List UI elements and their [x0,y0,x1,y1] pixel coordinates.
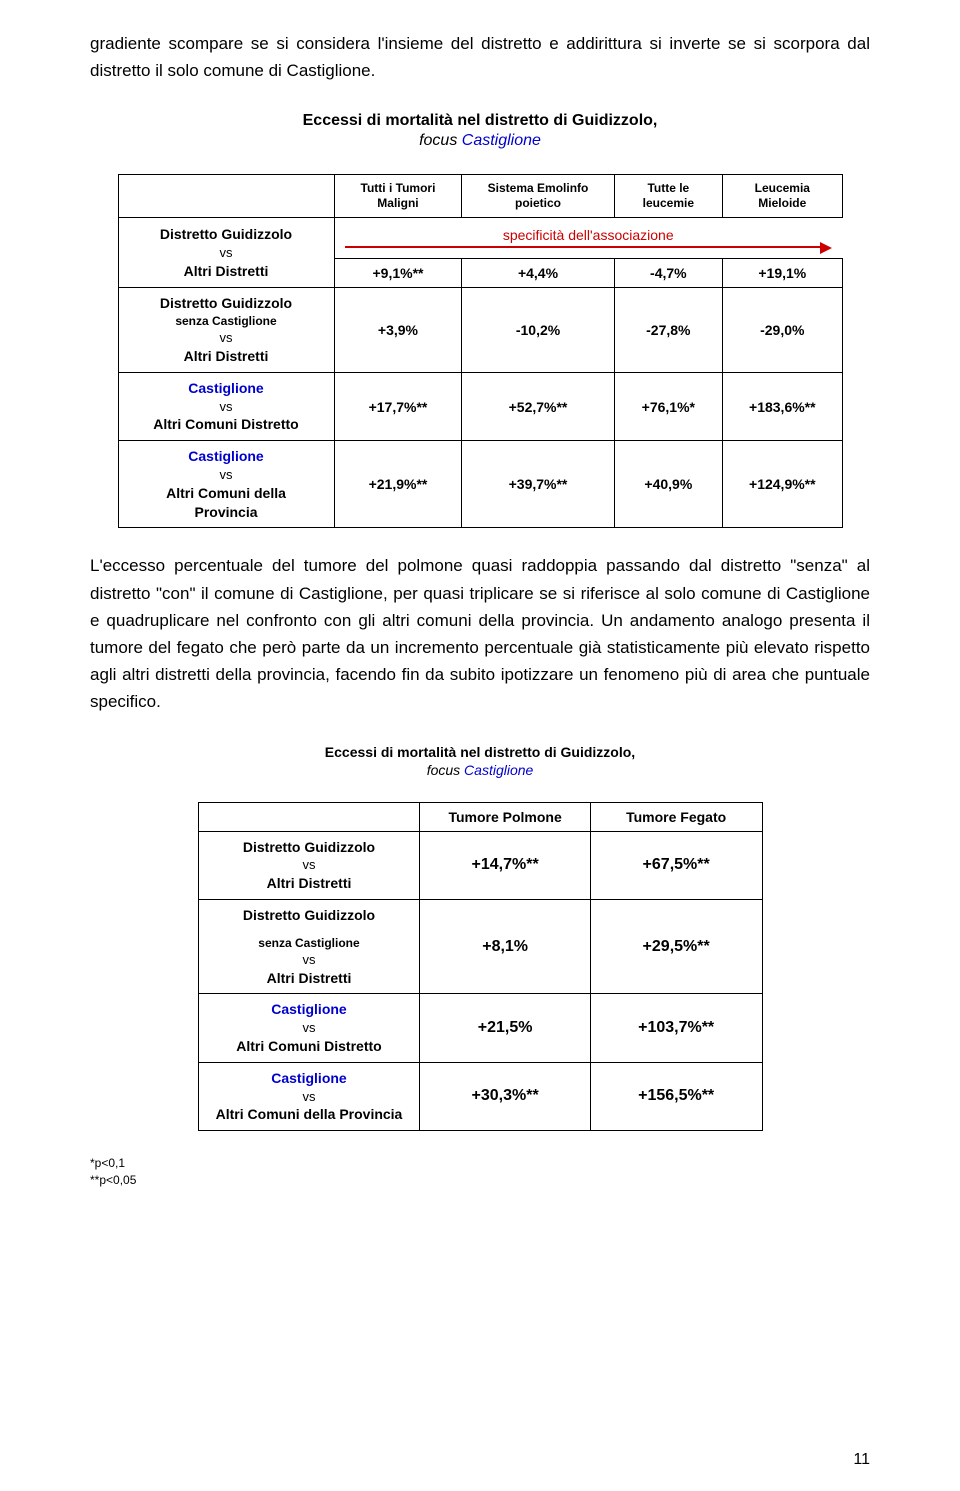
table-cell: +52,7%** [462,372,614,440]
footnote-2: **p<0,05 [90,1172,870,1189]
table2-col-header: Tumore Fegato [590,802,762,831]
row-label-line: Altri Comuni Distretto [129,415,324,434]
table1-body: Distretto GuidizzolovsAltri Distrettispe… [118,218,842,528]
table-cell: +40,9% [614,441,723,528]
row-label-line: vs [209,951,410,969]
table-cell: +103,7%** [590,994,762,1062]
table-cell: +76,1%* [614,372,723,440]
table-row-label: CastiglionevsAltri Comuni Distretto [198,994,420,1062]
mortality-table-2: Tumore Polmone Tumore Fegato Distretto G… [198,802,763,1132]
table-cell: -4,7% [614,259,723,288]
row-label-line: senza Castiglione [129,313,324,329]
row-label-line: Altri Comuni Distretto [209,1037,410,1056]
row-label-line: vs [209,1088,410,1106]
table1-subtitle-blue: Castiglione [462,132,541,149]
row-label-line: vs [129,466,324,484]
table-cell: +39,7%** [462,441,614,528]
table-cell: +29,5%** [590,899,762,994]
row-label-line: Altri Comuni della [129,484,324,503]
table1-head: Tutti i Tumori Maligni Sistema Emolinfo … [118,175,842,218]
table1-col-header: Sistema Emolinfo poietico [462,175,614,218]
table-row-label: Distretto GuidizzolovsAltri Distretti [198,831,420,899]
table1-col-header: Tutte le leucemie [614,175,723,218]
table1-subtitle: focus Castiglione [90,132,870,150]
table-cell: +30,3%** [420,1062,590,1130]
table1-title: Eccessi di mortalità nel distretto di Gu… [90,112,870,130]
table-cell: +19,1% [723,259,842,288]
row-label-line: Altri Distretti [209,874,410,893]
table-cell: +3,9% [334,288,462,373]
page-number: 11 [853,1451,870,1469]
table-row-label: CastiglionevsAltri Comuni della Provinci… [198,1062,420,1130]
mortality-table-1: Tutti i Tumori Maligni Sistema Emolinfo … [118,174,843,528]
row-label-line: Castiglione [209,1000,410,1019]
row-label-line: vs [129,329,324,347]
table2-col-header: Tumore Polmone [420,802,590,831]
table-cell: -10,2% [462,288,614,373]
specificity-arrow-cell: specificità dell'associazione [334,218,842,259]
table2-title-block: Eccessi di mortalità nel distretto di Gu… [90,744,870,778]
row-label-line: vs [209,856,410,874]
row-label-line: Altri Comuni della Provincia [209,1105,410,1124]
table1-col-header: Tutti i Tumori Maligni [334,175,462,218]
table-row-label: Distretto Guidizzolo senza CastiglionevsA… [198,899,420,994]
row-label-line: Distretto Guidizzolo [129,225,324,244]
table-cell: +14,7%** [420,831,590,899]
table-row-label: Distretto GuidizzolovsAltri Distretti [118,218,334,288]
row-label-line: vs [209,1019,410,1037]
table2-subtitle-prefix: focus [427,762,464,778]
table-cell: +17,7%** [334,372,462,440]
table2-title: Eccessi di mortalità nel distretto di Gu… [90,744,870,760]
table-cell: -27,8% [614,288,723,373]
table-row-label: Distretto Guidizzolosenza CastiglionevsA… [118,288,334,373]
table2-body: Distretto GuidizzolovsAltri Distretti+14… [198,831,762,1131]
row-label-line: Altri Distretti [129,347,324,366]
row-label-line: vs [129,398,324,416]
table-row-label: CastiglionevsAltri Comuni Distretto [118,372,334,440]
row-label-line: Provincia [129,503,324,522]
row-label-line: Castiglione [129,379,324,398]
row-label-line: Distretto Guidizzolo [209,906,410,925]
table-cell: +21,9%** [334,441,462,528]
table-cell: +124,9%** [723,441,842,528]
table-cell: +9,1%** [334,259,462,288]
middle-paragraph: L'eccesso percentuale del tumore del pol… [90,552,870,715]
table-cell: +4,4% [462,259,614,288]
footnotes: *p<0,1 **p<0,05 [90,1155,870,1189]
footnote-1: *p<0,1 [90,1155,870,1172]
page-container: gradiente scompare se si considera l'ins… [0,0,960,1491]
table2-blank-header [198,802,420,831]
row-label-line: senza Castiglione [209,935,410,951]
table-cell: +156,5%** [590,1062,762,1130]
row-label-line: Castiglione [209,1069,410,1088]
table-cell: +21,5% [420,994,590,1062]
arrow-head-icon [820,242,832,254]
row-label-line: Distretto Guidizzolo [129,294,324,313]
table2-subtitle-blue: Castiglione [464,762,533,778]
row-label-line: vs [129,244,324,262]
row-label-gap [209,925,410,935]
table-cell: +183,6%** [723,372,842,440]
table1-subtitle-prefix: focus [419,132,462,149]
table-row-label: CastiglionevsAltri Comuni dellaProvincia [118,441,334,528]
row-label-line: Altri Distretti [209,969,410,988]
row-label-line: Altri Distretti [129,262,324,281]
table-cell: +8,1% [420,899,590,994]
table-cell: +67,5%** [590,831,762,899]
row-label-line: Distretto Guidizzolo [209,838,410,857]
intro-paragraph: gradiente scompare se si considera l'ins… [90,30,870,84]
table1-blank-header [118,175,334,218]
table1-col-header: Leucemia Mieloide [723,175,842,218]
table-cell: -29,0% [723,288,842,373]
specificity-label: specificità dell'associazione [345,227,833,243]
table2-head: Tumore Polmone Tumore Fegato [198,802,762,831]
row-label-line: Castiglione [129,447,324,466]
table2-subtitle: focus Castiglione [90,762,870,778]
arrow-line [345,246,821,248]
